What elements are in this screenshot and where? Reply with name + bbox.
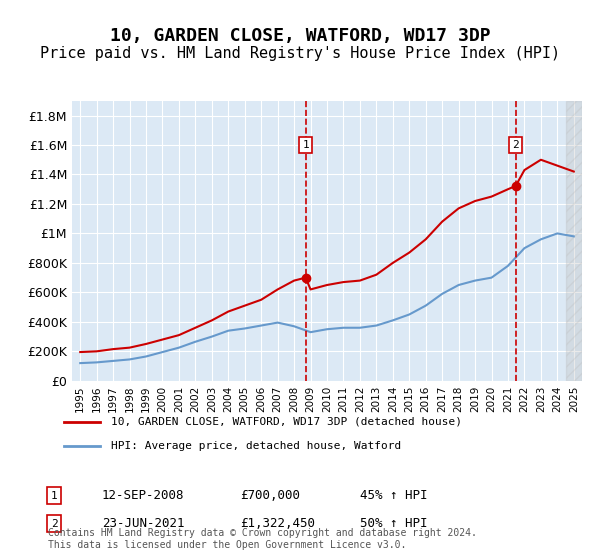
Text: 23-JUN-2021: 23-JUN-2021: [102, 517, 185, 530]
Text: £700,000: £700,000: [240, 489, 300, 502]
Text: Price paid vs. HM Land Registry's House Price Index (HPI): Price paid vs. HM Land Registry's House …: [40, 46, 560, 60]
Text: 10, GARDEN CLOSE, WATFORD, WD17 3DP: 10, GARDEN CLOSE, WATFORD, WD17 3DP: [110, 27, 490, 45]
Text: HPI: Average price, detached house, Watford: HPI: Average price, detached house, Watf…: [110, 441, 401, 451]
Text: 2: 2: [50, 519, 58, 529]
Text: 1: 1: [50, 491, 58, 501]
Text: £1,322,450: £1,322,450: [240, 517, 315, 530]
Text: 12-SEP-2008: 12-SEP-2008: [102, 489, 185, 502]
Bar: [566, 101, 582, 381]
Text: 2: 2: [512, 140, 519, 150]
Text: 50% ↑ HPI: 50% ↑ HPI: [360, 517, 427, 530]
Text: 10, GARDEN CLOSE, WATFORD, WD17 3DP (detached house): 10, GARDEN CLOSE, WATFORD, WD17 3DP (det…: [110, 417, 461, 427]
Text: 45% ↑ HPI: 45% ↑ HPI: [360, 489, 427, 502]
Text: 1: 1: [302, 140, 309, 150]
Text: Contains HM Land Registry data © Crown copyright and database right 2024.
This d: Contains HM Land Registry data © Crown c…: [48, 528, 477, 550]
